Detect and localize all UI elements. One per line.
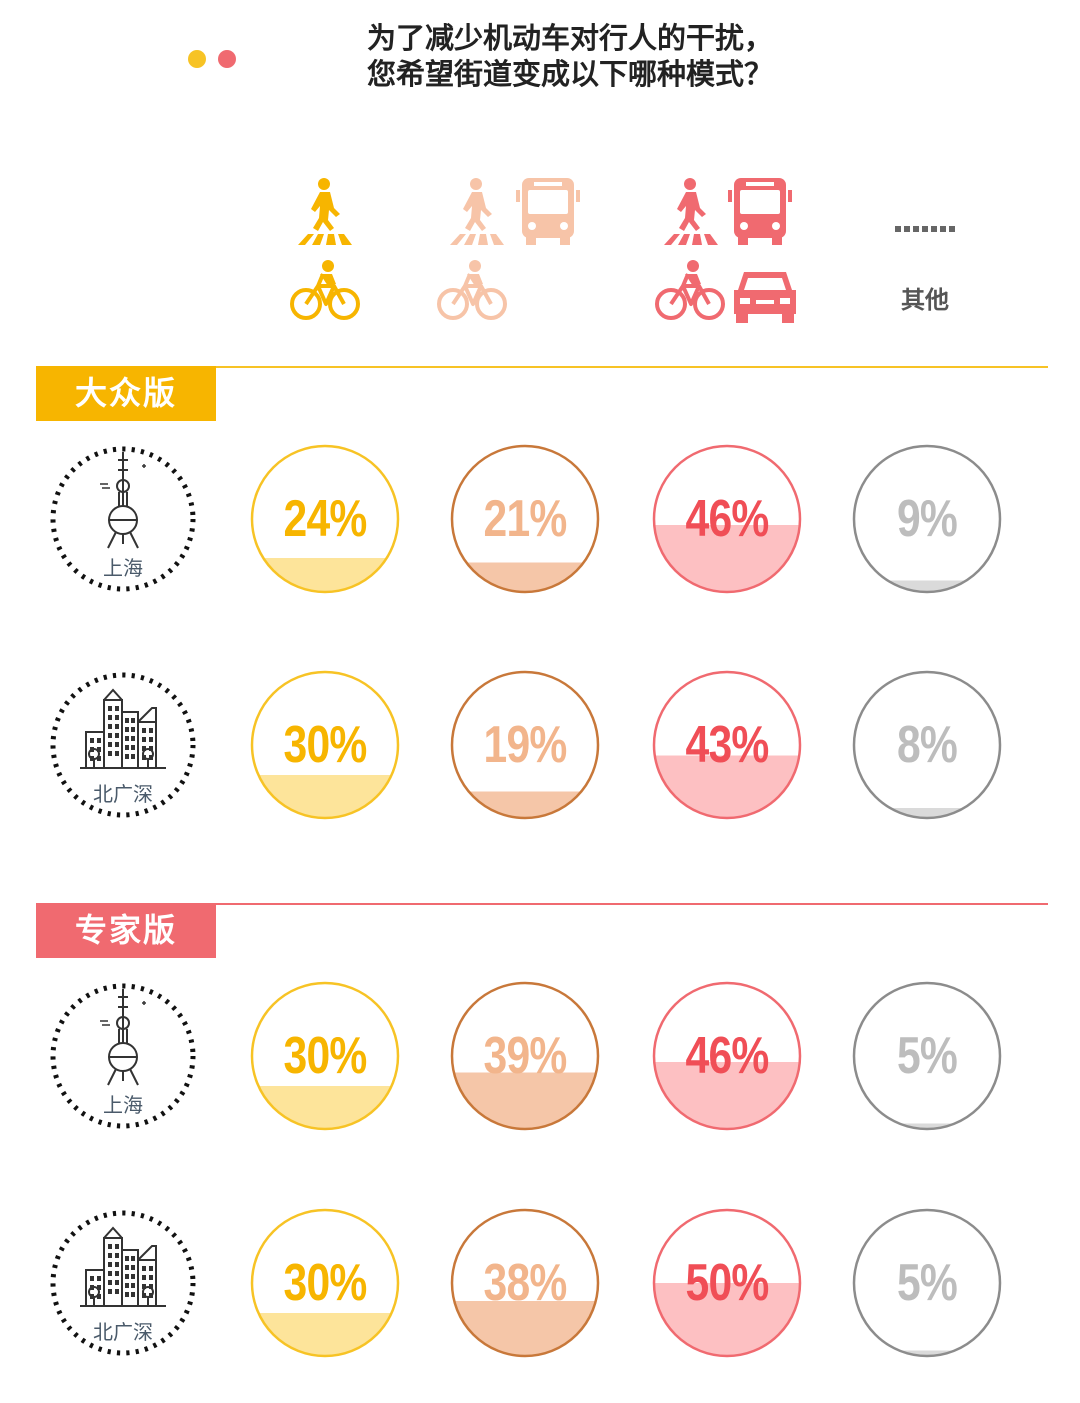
percent-bubble: 39%: [450, 981, 600, 1131]
city-badge: 上海: [48, 981, 198, 1131]
legend-walk-icon: [450, 178, 504, 245]
bubble-fill: [250, 444, 400, 594]
percent-bubble: 21%: [450, 444, 600, 594]
bubble-fill: [250, 670, 400, 820]
legend-bus-icon: [516, 178, 580, 245]
percent-label: 46%: [685, 490, 770, 548]
percent-bubble: 38%: [450, 1208, 600, 1358]
percent-label: 30%: [283, 716, 368, 774]
section-tag-expert: 专家版: [36, 903, 216, 958]
percent-bubble: 30%: [250, 981, 400, 1131]
bubble-fill: [450, 444, 600, 594]
bubble-fill: [652, 1208, 802, 1358]
bubble-level: [854, 580, 1000, 592]
title-line-1: 为了减少机动车对行人的干扰，: [366, 21, 773, 55]
percent-bubble: 30%: [250, 1208, 400, 1358]
percent-bubble: 8%: [852, 670, 1002, 820]
percent-label: 30%: [283, 1254, 368, 1312]
city-badge: 北广深: [48, 1208, 198, 1358]
percent-bubble: 9%: [852, 444, 1002, 594]
percent-bubble: 46%: [652, 981, 802, 1131]
percent-label: 39%: [483, 1027, 568, 1085]
header-dot-yellow: [188, 50, 206, 68]
bubble-fill: [250, 981, 400, 1131]
section-divider-expert: [215, 903, 1048, 905]
city-label: 上海: [103, 1093, 143, 1117]
legend-walk-icon: [664, 178, 718, 245]
percent-label: 43%: [685, 716, 770, 774]
percent-label: 5%: [897, 1254, 958, 1312]
bubble-level: [854, 1350, 1000, 1356]
header-dot-red: [218, 50, 236, 68]
percent-bubble: 30%: [250, 670, 400, 820]
ellipsis-icon: [895, 226, 955, 232]
bubble-fill: [450, 1208, 600, 1358]
city-buildings-icon: [50, 672, 196, 818]
legend-walk-icon: [298, 178, 352, 245]
percent-label: 38%: [483, 1254, 568, 1312]
percent-label: 8%: [897, 716, 958, 774]
bubble-fill: [450, 981, 600, 1131]
section-divider-public: [215, 366, 1048, 368]
oriental-pearl-tower-icon: [50, 446, 196, 592]
percent-bubble: 5%: [852, 1208, 1002, 1358]
city-badge: 上海: [48, 444, 198, 594]
bubble-fill: [852, 670, 1002, 820]
percent-bubble: 5%: [852, 981, 1002, 1131]
percent-bubble: 50%: [652, 1208, 802, 1358]
percent-label: 21%: [483, 490, 568, 548]
city-label: 北广深: [93, 1320, 153, 1344]
percent-label: 24%: [283, 490, 368, 548]
percent-bubble: 19%: [450, 670, 600, 820]
bubble-fill: [852, 1208, 1002, 1358]
percent-label: 50%: [685, 1254, 770, 1312]
section-tag-public: 大众版: [36, 366, 216, 421]
percent-label: 46%: [685, 1027, 770, 1085]
city-label: 上海: [103, 556, 143, 580]
legend-other-label: 其他: [901, 286, 949, 314]
percent-label: 5%: [897, 1027, 958, 1085]
city-label: 北广深: [93, 782, 153, 806]
legend-bus-icon: [728, 178, 792, 245]
bubble-fill: [652, 444, 802, 594]
percent-bubble: 46%: [652, 444, 802, 594]
bubble-fill: [652, 670, 802, 820]
bubble-fill: [450, 670, 600, 820]
bubble-fill: [250, 1208, 400, 1358]
bubble-fill: [852, 444, 1002, 594]
bubble-fill: [852, 981, 1002, 1131]
percent-bubble: 43%: [652, 670, 802, 820]
page-title: 为了减少机动车对行人的干扰， 您希望街道变成以下哪种模式？: [290, 20, 850, 92]
percent-label: 19%: [483, 716, 568, 774]
legend-bike-icon: [437, 260, 507, 320]
oriental-pearl-tower-icon: [50, 983, 196, 1129]
percent-label: 9%: [897, 490, 958, 548]
bubble-fill: [652, 981, 802, 1131]
legend-bike-icon: [655, 260, 725, 320]
city-badge: 北广深: [48, 670, 198, 820]
title-line-2: 您希望街道变成以下哪种模式？: [366, 57, 773, 91]
legend-bike-icon: [290, 260, 360, 320]
city-buildings-icon: [50, 1210, 196, 1356]
percent-label: 30%: [283, 1027, 368, 1085]
legend-car-icon: [734, 272, 796, 323]
bubble-level: [854, 808, 1000, 818]
percent-bubble: 24%: [250, 444, 400, 594]
bubble-level: [854, 1123, 1000, 1129]
